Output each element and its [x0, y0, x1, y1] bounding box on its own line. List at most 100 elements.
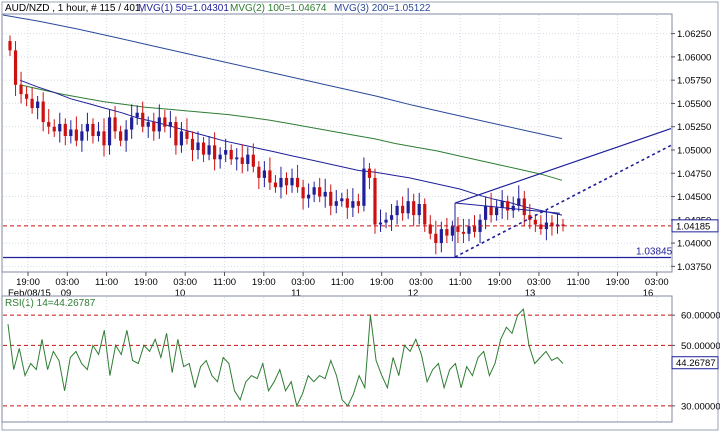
candle-body	[69, 129, 73, 137]
candle-body	[301, 187, 305, 199]
candle-body	[102, 131, 106, 146]
time-tick-label: 03:00	[173, 277, 197, 288]
candle-body	[80, 131, 84, 141]
candle-body	[52, 126, 56, 132]
candle-body	[284, 177, 289, 186]
candle-body	[91, 123, 95, 137]
candle-body	[141, 112, 145, 127]
time-tick-label: 03:00	[291, 277, 315, 288]
candle-body	[356, 201, 360, 206]
candle-body	[318, 187, 322, 197]
candle-body	[373, 177, 377, 225]
candle-body	[517, 198, 521, 206]
candle-body	[334, 201, 338, 206]
price-tick-label: 1.06250	[677, 29, 711, 40]
candle-body	[174, 122, 178, 146]
rsi-line	[7, 308, 564, 408]
candle-body	[345, 198, 349, 208]
candle-body	[152, 122, 156, 132]
time-tick-label: 19:00	[606, 277, 630, 288]
candle-body	[179, 131, 184, 146]
candle-body	[423, 203, 427, 225]
candle-body	[312, 187, 316, 195]
candle-body	[85, 123, 90, 132]
price-tick-label: 1.05750	[677, 76, 711, 87]
candle-body	[229, 149, 233, 160]
candle-body	[135, 112, 139, 118]
candle-body	[439, 229, 443, 244]
rsi-axis: 60.00000 50.00000 30.00000 44.26787	[671, 311, 720, 412]
candle-body	[290, 177, 294, 186]
candle-body	[257, 166, 261, 178]
date-label: Feb/08/15	[8, 288, 51, 299]
date-label: 16	[643, 288, 654, 299]
candle-body	[461, 231, 466, 234]
candle-body	[367, 168, 372, 178]
ma100-label: MVG(2) 100=1.04674	[230, 3, 327, 14]
symbol-header: AUD/NZD , 1 hour, # 115 / 401,	[5, 3, 143, 14]
candle-body	[96, 131, 101, 137]
price-tick-label: 1.05250	[677, 122, 711, 133]
candle-body	[41, 101, 45, 123]
date-label: 09	[61, 288, 72, 299]
candle-body	[268, 170, 272, 183]
candle-body	[522, 198, 526, 216]
ma50-label: MVG(1) 50=1.04301	[138, 3, 229, 14]
candle-body	[307, 194, 311, 199]
support-label: 1.03845	[636, 247, 673, 258]
candle-body	[36, 101, 40, 109]
candle-body	[273, 182, 278, 188]
rsi-series-line	[7, 308, 564, 408]
ma200-line	[2, 14, 563, 140]
rsi-label: RSI(1) 14=44.26787	[5, 298, 96, 309]
ma200-label: MVG(3) 200=1.05122	[334, 3, 431, 14]
candle-body	[58, 123, 62, 132]
time-tick-label: 19:00	[252, 277, 276, 288]
candle-body	[434, 233, 438, 244]
candle-body	[489, 205, 493, 216]
time-tick-label: 11:00	[567, 277, 590, 288]
candle-body	[456, 226, 460, 232]
rsi-tick-label: 50.00000	[681, 341, 720, 352]
candle-body	[378, 222, 383, 225]
candle-body	[295, 177, 300, 188]
candle-body	[329, 191, 333, 206]
candle-body	[201, 142, 206, 155]
candle-body	[113, 117, 117, 132]
candle-body	[323, 191, 327, 197]
candle-body	[417, 203, 421, 216]
rsi-tick-label: 60.00000	[681, 311, 720, 322]
candle-body	[395, 205, 399, 216]
time-tick-label: 03:00	[645, 277, 669, 288]
candle-body	[251, 154, 255, 167]
candle-body	[218, 154, 222, 160]
candle-body	[130, 117, 134, 130]
price-tick-label: 1.04000	[677, 239, 711, 250]
candle-body	[240, 157, 244, 164]
candle-body	[550, 222, 554, 227]
candle-body	[384, 219, 388, 223]
current-price-label: 1.04185	[676, 221, 710, 232]
candle-body	[533, 219, 537, 225]
time-tick-label: 19:00	[488, 277, 512, 288]
candle-body	[168, 122, 172, 127]
candle-body	[351, 201, 355, 208]
date-label: 11	[291, 288, 301, 299]
price-tick-label: 1.05500	[677, 99, 711, 110]
time-tick-label: 19:00	[370, 277, 394, 288]
candle-body	[213, 145, 217, 160]
candle-body	[30, 98, 34, 109]
channel-upper-line	[454, 128, 672, 204]
candle-body	[561, 224, 565, 226]
candle-body	[185, 131, 189, 139]
time-tick-label: 11:00	[213, 277, 236, 288]
price-tick-label: 1.04500	[677, 192, 711, 203]
channel-inner-line	[454, 202, 561, 214]
trend-overlays: 1.04185 1.03845	[3, 128, 719, 259]
candle-body	[495, 207, 499, 216]
time-axis: 19:00 03:00 11:00 19:00 03:00 11:00 19:00 03:00…	[8, 272, 669, 299]
time-tick-label: 19:00	[134, 277, 158, 288]
candle-body	[163, 117, 167, 127]
